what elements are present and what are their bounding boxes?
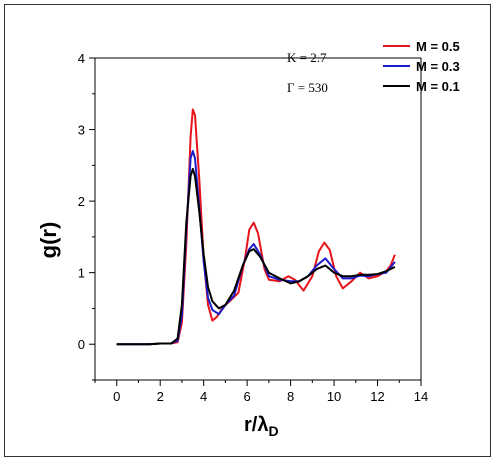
x-axis-label-main: r/λ: [244, 414, 268, 436]
x-tick-label: 2: [157, 389, 164, 404]
x-axis-label-subscript: D: [268, 423, 278, 439]
series-line-m05: [116, 108, 396, 346]
x-tick-label: 0: [113, 389, 120, 404]
y-tick-label: 2: [78, 194, 85, 209]
series-line-m01: [116, 167, 396, 346]
legend-label-m05: M = 0.5: [416, 39, 460, 54]
y-tick-label: 1: [78, 266, 85, 281]
chart-frame: [4, 4, 491, 457]
x-tick-label: 8: [287, 389, 294, 404]
legend-label-m03: M = 0.3: [416, 59, 460, 74]
y-tick-label: 0: [78, 337, 85, 352]
legend-label-m01: M = 0.1: [416, 79, 460, 94]
y-tick-label: 3: [78, 123, 85, 138]
series-lines: [116, 108, 396, 346]
legend: M = 0.5 M = 0.3 M = 0.1: [383, 39, 460, 94]
annotation-gamma: Γ = 530: [287, 80, 328, 95]
annotation-kappa: Κ = 2.7: [287, 50, 327, 65]
x-axis-label: r/λD: [244, 414, 279, 439]
x-tick-label: 4: [200, 389, 207, 404]
y-axis-label: g(r): [36, 222, 61, 259]
series-line-m03: [116, 150, 396, 346]
x-tick-label: 6: [244, 389, 251, 404]
y-tick-label: 4: [78, 51, 85, 66]
x-tick-label: 12: [370, 389, 384, 404]
plot-area: [94, 57, 422, 381]
x-tick-label: 10: [327, 389, 341, 404]
x-tick-label: 14: [414, 389, 428, 404]
